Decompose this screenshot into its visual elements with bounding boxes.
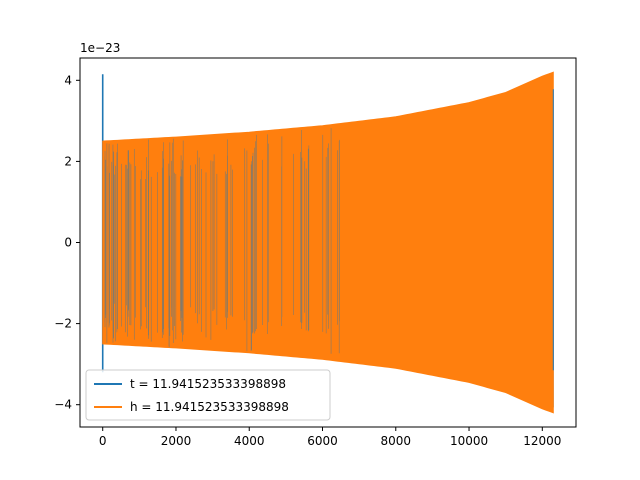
y-axis: −4 −2 0 2 4 <box>54 73 80 412</box>
legend-label: t = 11.941523533398898 <box>130 377 286 391</box>
legend-box <box>85 369 331 421</box>
series-t-streaks <box>104 128 340 354</box>
y-tick-label: −4 <box>54 398 72 412</box>
plot-area <box>101 71 554 414</box>
legend: t = 11.941523533398898 h = 11.94152353339… <box>85 369 331 421</box>
y-tick-label: 0 <box>64 236 72 250</box>
y-tick-label: 4 <box>64 73 72 87</box>
x-tick-label: 8000 <box>380 434 411 448</box>
x-tick-label: 10000 <box>450 434 488 448</box>
x-tick-label: 2000 <box>161 434 192 448</box>
x-tick-label: 12000 <box>523 434 561 448</box>
x-axis: 0 2000 4000 6000 8000 10000 12000 <box>99 427 561 448</box>
x-tick-label: 4000 <box>234 434 265 448</box>
axis-offset-label: 1e−23 <box>80 41 120 55</box>
y-tick-label: −2 <box>54 317 72 331</box>
x-tick-label: 0 <box>99 434 107 448</box>
y-tick-label: 2 <box>64 154 72 168</box>
x-tick-label: 6000 <box>307 434 338 448</box>
legend-label: h = 11.941523533398898 <box>130 400 289 414</box>
